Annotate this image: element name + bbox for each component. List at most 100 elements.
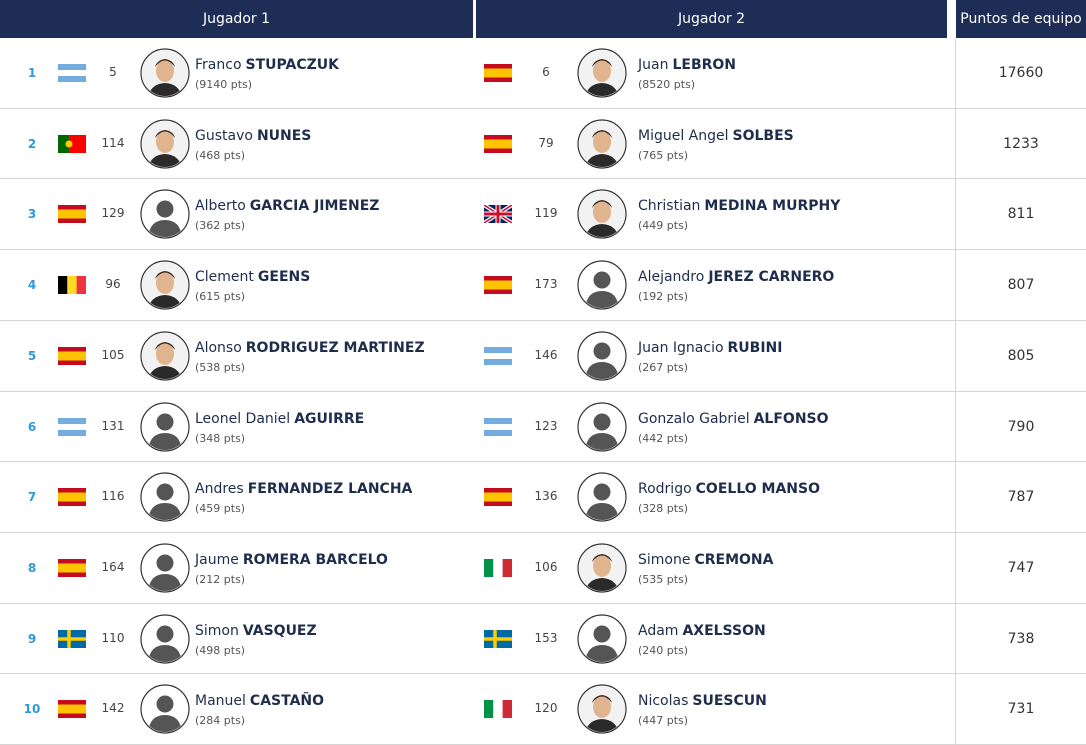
player-ranking: 146 [534,347,558,362]
row-separator [0,461,1086,463]
team-points: 731 [1007,701,1035,718]
flag [58,629,86,648]
avatar [577,48,627,98]
flag-box [484,134,512,153]
team-points: 747 [1007,559,1035,576]
player-ranking: 110 [101,630,125,645]
flag [58,205,86,224]
last-name: RUBINI [727,339,783,356]
first-name: Nicolas [638,693,689,710]
flag-box [58,64,86,82]
row-separator [0,319,1086,321]
flag [58,64,86,82]
flag-box [58,134,86,153]
avatar [140,472,190,522]
first-name: Gustavo [195,127,253,144]
player-ranking: 116 [101,489,125,504]
flag-box [484,700,512,719]
player-ranking: 6 [542,65,550,79]
flag-box [58,276,86,295]
team-points: 807 [1007,277,1035,294]
flag [484,134,512,153]
first-name: Juan [638,57,669,73]
player-name: Alberto GARCIA JIMENEZ [195,198,379,214]
player-name: Andres FERNANDEZ LANCHA [195,481,412,497]
flag [58,417,86,436]
player-points: (615 pts) [195,290,246,304]
player-points: (442 pts) [638,431,689,445]
avatar-box [140,189,190,239]
avatar [577,401,627,452]
last-name: LEBRON [672,57,737,73]
avatar [140,189,190,239]
last-name: NUNES [256,127,312,144]
avatar [577,260,627,310]
player-points: (765 pts) [638,148,689,162]
last-name: GARCIA JIMENEZ [249,198,380,215]
rank: 4 [27,278,37,293]
player-points: (192 pts) [638,290,689,304]
last-name: COELLO MANSO [695,481,820,498]
avatar-box [140,48,190,98]
player-points: (447 pts) [638,714,689,728]
avatar [140,613,190,664]
player-name: Manuel CASTAÑO [195,693,324,709]
player-ranking: 142 [101,701,125,716]
flag [484,629,512,648]
flag [484,488,512,507]
player-ranking: 173 [534,277,558,292]
first-name: Simone [638,551,691,568]
player-ranking: 131 [101,418,125,433]
avatar [577,189,627,239]
rank: 2 [27,136,37,151]
last-name: ROMERA BARCELO [242,551,388,568]
flag [484,417,512,436]
player-ranking: 136 [534,489,558,504]
avatar [577,543,627,593]
avatar-box [140,684,190,734]
flag-box [482,203,514,226]
player-ranking: 129 [101,206,125,221]
last-name: AGUIRRE [294,410,365,427]
avatar-box [577,684,627,734]
flag-box [58,629,86,648]
player-points: (9140 pts) [195,78,253,91]
flag-box [484,64,512,82]
player-points: (328 pts) [638,502,689,516]
last-name: FERNANDEZ LANCHA [247,481,413,498]
team-points: 787 [1007,489,1035,506]
header-player1: Jugador 1 [0,0,473,38]
first-name: Alejandro [638,269,705,286]
avatar [577,119,627,169]
avatar [140,48,190,98]
team-points: 811 [1007,206,1035,223]
avatar-box [140,401,190,452]
avatar [140,331,190,381]
player-points: (267 pts) [638,360,689,374]
rank: 8 [27,560,37,575]
player-ranking: 120 [534,701,558,716]
first-name: Rodrigo [638,481,692,498]
first-name: Franco [195,57,242,73]
flag-box [484,558,512,577]
first-name: Andres [195,481,244,498]
team-points: 17660 [998,65,1044,81]
rank: 9 [27,631,37,646]
flag-box [58,346,86,365]
flag-box [484,276,512,295]
column-divider [955,38,956,745]
player-points: (498 pts) [195,643,246,657]
flag-box [58,700,86,719]
avatar-box [577,119,627,169]
first-name: Gonzalo Gabriel [638,410,750,427]
row-separator [0,531,1086,533]
player-ranking: 153 [534,630,558,645]
player-name: Clement GEENS [195,269,310,285]
flag-box [58,488,86,507]
flag-box [58,417,86,436]
flag-box [58,558,86,577]
avatar-box [577,260,627,310]
flag-box [58,205,86,224]
row-separator [0,107,1086,109]
avatar-box [577,48,627,98]
